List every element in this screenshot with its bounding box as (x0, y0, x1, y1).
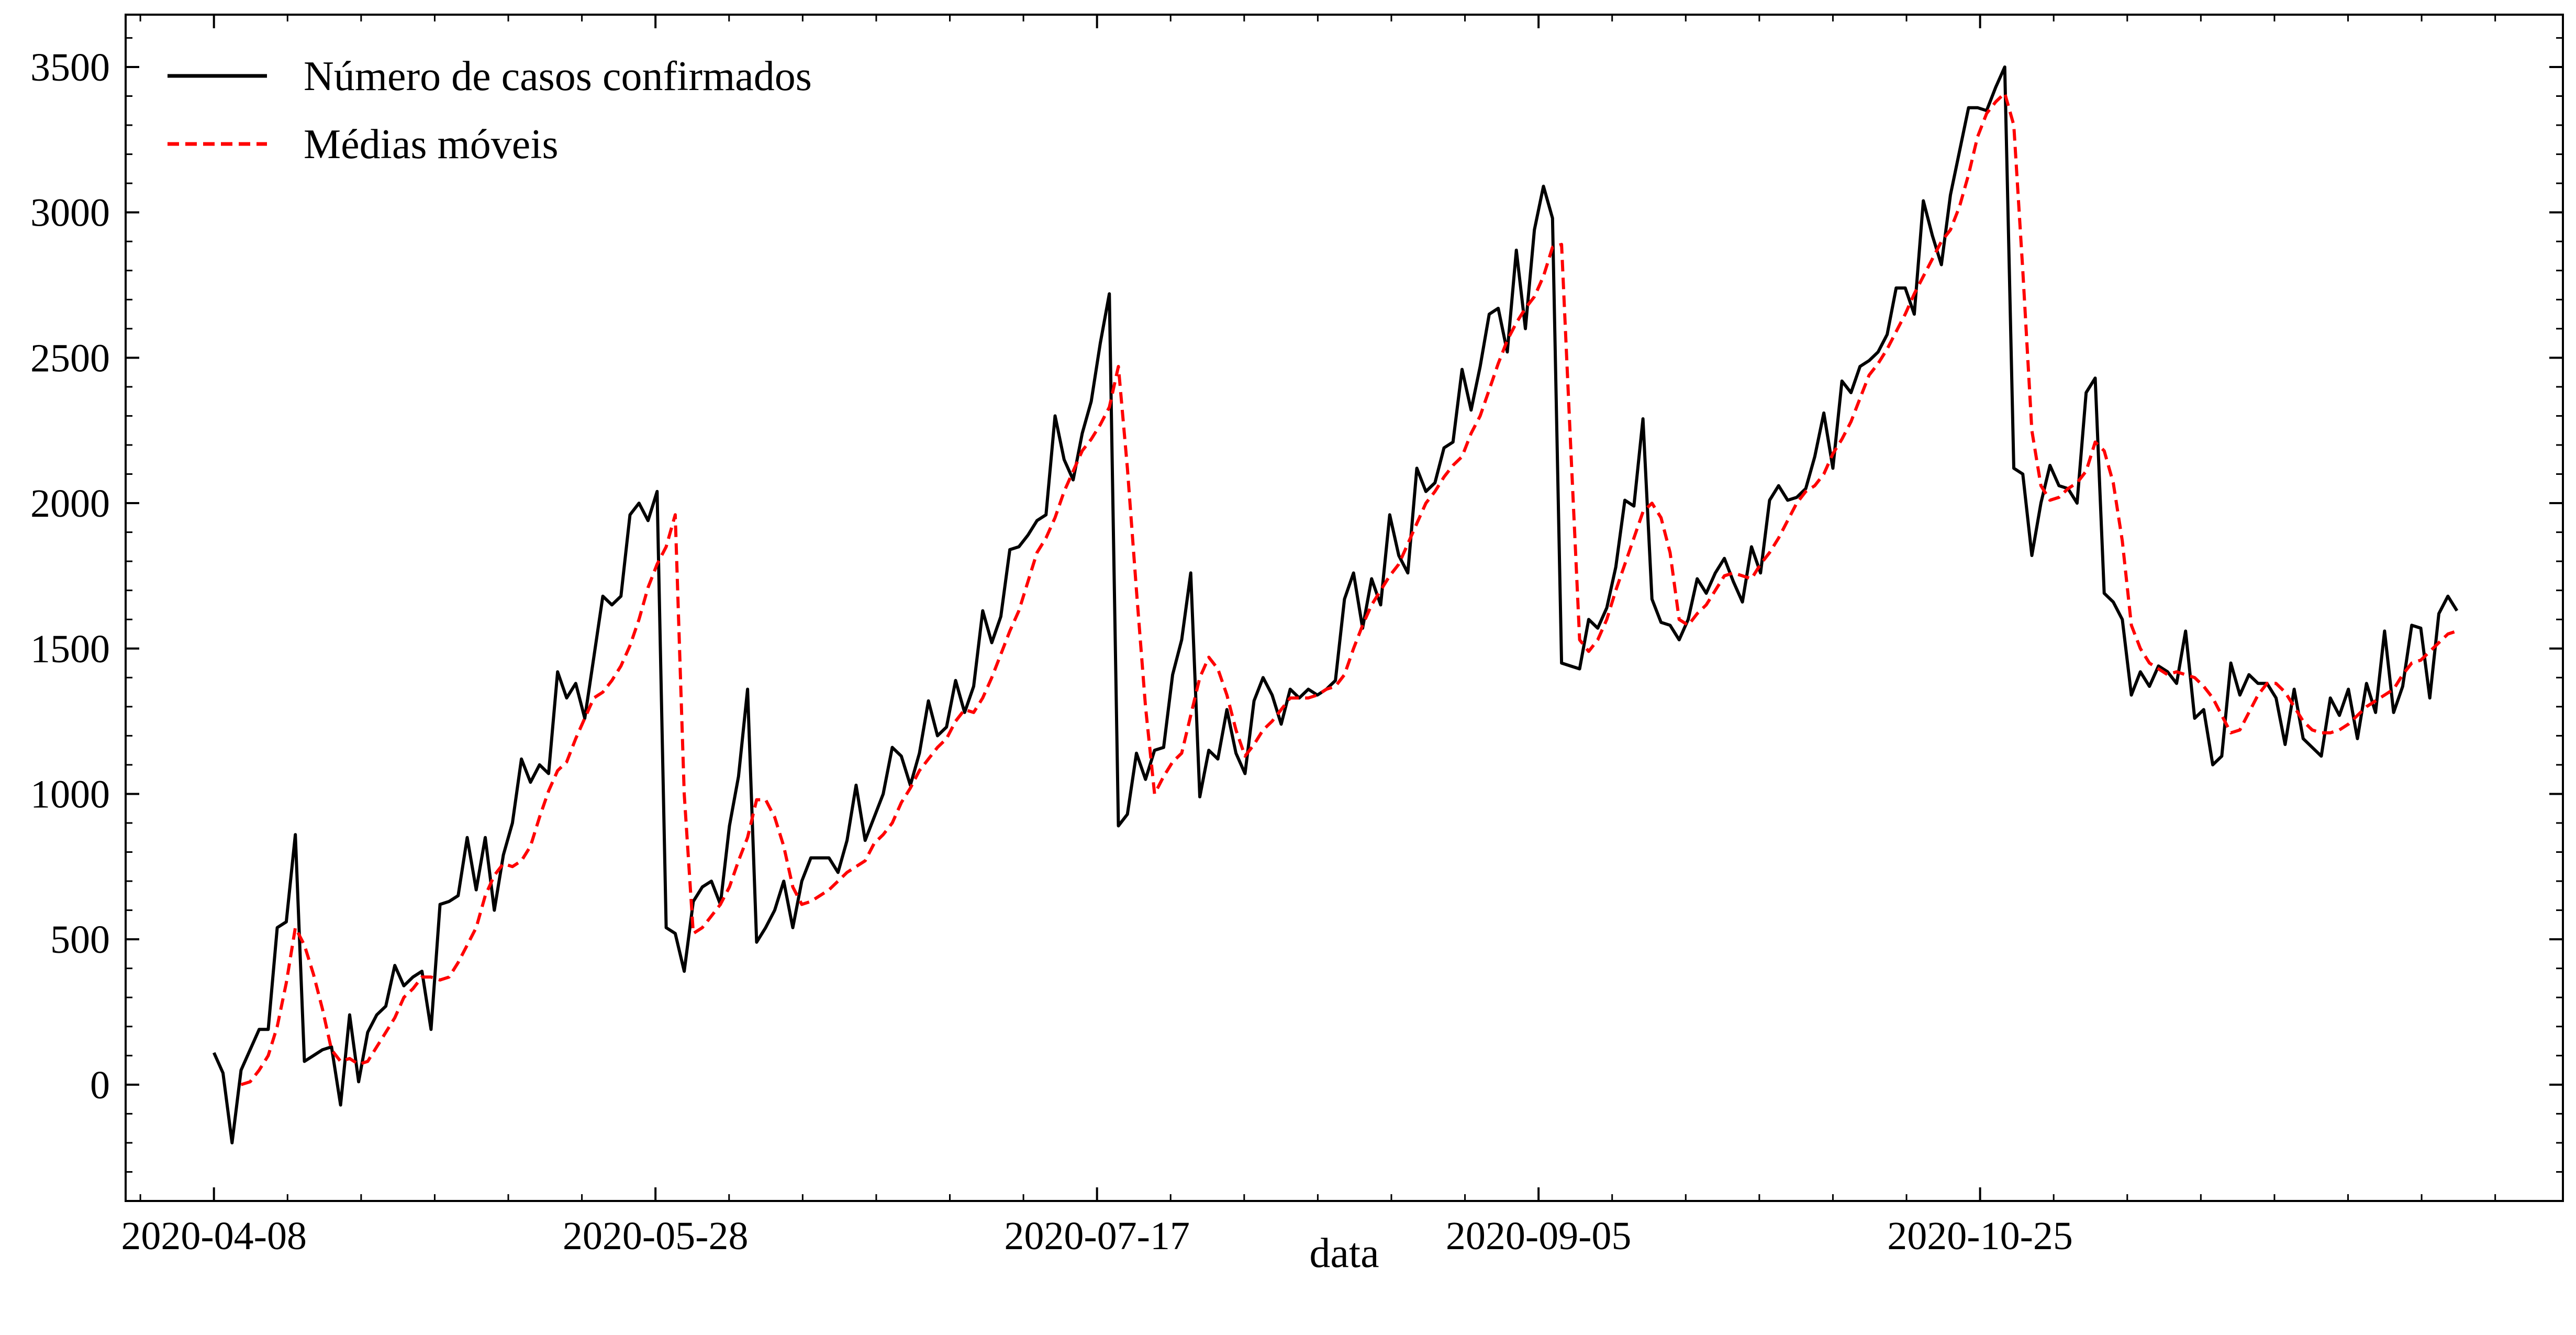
x-tick-label: 2020-04-08 (121, 1214, 307, 1258)
legend: Número de casos confirmados Médias móvei… (168, 53, 812, 168)
x-tick-label: 2020-05-28 (563, 1214, 749, 1258)
legend-label-moving-average: Médias móveis (304, 121, 559, 168)
y-tick-label: 1500 (30, 627, 110, 671)
y-tick-label: 3500 (30, 46, 110, 90)
y-tick-label: 1000 (30, 772, 110, 816)
series-line-moving-average (240, 92, 2458, 1086)
x-axis: 2020-04-08 2020-05-28 2020-07-17 2020-09-05… (121, 15, 2496, 1258)
series-line-confirmed-cases (212, 65, 2459, 1144)
y-tick-label: 3000 (30, 191, 110, 235)
x-axis-label: data (1309, 1230, 1379, 1276)
x-tick-label: 2020-07-17 (1004, 1214, 1190, 1258)
y-tick-label: 0 (90, 1063, 110, 1107)
x-tick-label: 2020-09-05 (1446, 1214, 1632, 1258)
y-tick-label: 2000 (30, 482, 110, 526)
y-axis: 0 500 1000 1500 2000 2500 3000 3500 (30, 37, 2563, 1173)
x-tick-label: 2020-10-25 (1887, 1214, 2073, 1258)
y-tick-label: 2500 (30, 336, 110, 380)
y-tick-label: 500 (50, 918, 110, 962)
plot-frame (125, 14, 2564, 1202)
legend-label-confirmed-cases: Número de casos confirmados (304, 53, 812, 99)
